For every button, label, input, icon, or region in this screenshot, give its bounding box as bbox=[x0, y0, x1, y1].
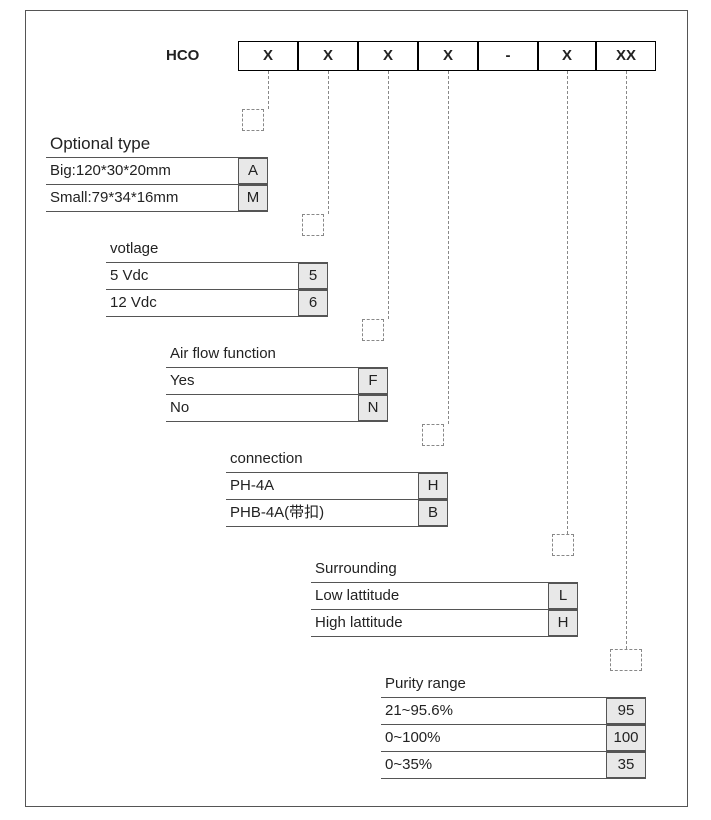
option-code: B bbox=[418, 500, 448, 526]
option-row: Yes F bbox=[166, 368, 388, 395]
stub-3 bbox=[422, 424, 444, 446]
connector-3 bbox=[448, 71, 449, 424]
option-desc: 5 Vdc bbox=[106, 263, 298, 289]
header-cell-3: X bbox=[418, 41, 478, 71]
header-prefix: HCO bbox=[166, 41, 199, 71]
group-title: Purity range bbox=[381, 671, 646, 698]
stub-2 bbox=[362, 319, 384, 341]
option-code: A bbox=[238, 158, 268, 184]
stub-6 bbox=[610, 649, 642, 671]
option-code: L bbox=[548, 583, 578, 609]
option-row: No N bbox=[166, 395, 388, 422]
option-row: Small:79*34*16mm M bbox=[46, 185, 268, 212]
stub-0 bbox=[242, 109, 264, 131]
header-cell-4: - bbox=[478, 41, 538, 71]
option-desc: 0~35% bbox=[381, 752, 606, 778]
option-row: 0~100% 100 bbox=[381, 725, 646, 752]
option-desc: 0~100% bbox=[381, 725, 606, 751]
header-cell-2: X bbox=[358, 41, 418, 71]
option-desc: 21~95.6% bbox=[381, 698, 606, 724]
option-desc: PH-4A bbox=[226, 473, 418, 499]
option-row: Low lattitude L bbox=[311, 583, 578, 610]
option-code: N bbox=[358, 395, 388, 421]
option-row: 21~95.6% 95 bbox=[381, 698, 646, 725]
group-title: Air flow function bbox=[166, 341, 388, 368]
group-title: votlage bbox=[106, 236, 328, 263]
option-desc: High lattitude bbox=[311, 610, 548, 636]
option-desc: 12 Vdc bbox=[106, 290, 298, 316]
option-code: 6 bbox=[298, 290, 328, 316]
option-code: F bbox=[358, 368, 388, 394]
option-row: 12 Vdc 6 bbox=[106, 290, 328, 317]
connector-6 bbox=[626, 71, 627, 649]
connector-2 bbox=[388, 71, 389, 319]
option-code: 100 bbox=[606, 725, 646, 751]
header-cell-5: X bbox=[538, 41, 596, 71]
group-airflow: Air flow function Yes F No N bbox=[166, 341, 388, 422]
connector-1 bbox=[328, 71, 329, 214]
group-voltage: votlage 5 Vdc 5 12 Vdc 6 bbox=[106, 236, 328, 317]
group-purity: Purity range 21~95.6% 95 0~100% 100 0~35… bbox=[381, 671, 646, 779]
option-row: PH-4A H bbox=[226, 473, 448, 500]
option-code: 95 bbox=[606, 698, 646, 724]
option-code: H bbox=[418, 473, 448, 499]
stub-1 bbox=[302, 214, 324, 236]
option-desc: PHB-4A(带扣) bbox=[226, 500, 418, 526]
option-row: 0~35% 35 bbox=[381, 752, 646, 779]
option-code: 5 bbox=[298, 263, 328, 289]
option-desc: Low lattitude bbox=[311, 583, 548, 609]
stub-5 bbox=[552, 534, 574, 556]
option-desc: Small:79*34*16mm bbox=[46, 185, 238, 211]
option-code: H bbox=[548, 610, 578, 636]
connector-0 bbox=[268, 71, 269, 109]
diagram-frame: HCO X X X X - X XX Optional type Big:120… bbox=[25, 10, 688, 807]
header-cell-0: X bbox=[238, 41, 298, 71]
option-desc: Big:120*30*20mm bbox=[46, 158, 238, 184]
option-desc: No bbox=[166, 395, 358, 421]
option-code: M bbox=[238, 185, 268, 211]
connector-5 bbox=[567, 71, 568, 534]
group-surrounding: Surrounding Low lattitude L High lattitu… bbox=[311, 556, 578, 637]
option-row: Big:120*30*20mm A bbox=[46, 158, 268, 185]
header-cell-6: XX bbox=[596, 41, 656, 71]
option-row: High lattitude H bbox=[311, 610, 578, 637]
group-connection: connection PH-4A H PHB-4A(带扣) B bbox=[226, 446, 448, 527]
option-row: 5 Vdc 5 bbox=[106, 263, 328, 290]
header-cell-1: X bbox=[298, 41, 358, 71]
option-code: 35 bbox=[606, 752, 646, 778]
group-title: Surrounding bbox=[311, 556, 578, 583]
option-desc: Yes bbox=[166, 368, 358, 394]
group-title: Optional type bbox=[46, 131, 268, 158]
group-optional-type: Optional type Big:120*30*20mm A Small:79… bbox=[46, 131, 268, 212]
group-title: connection bbox=[226, 446, 448, 473]
option-row: PHB-4A(带扣) B bbox=[226, 500, 448, 527]
